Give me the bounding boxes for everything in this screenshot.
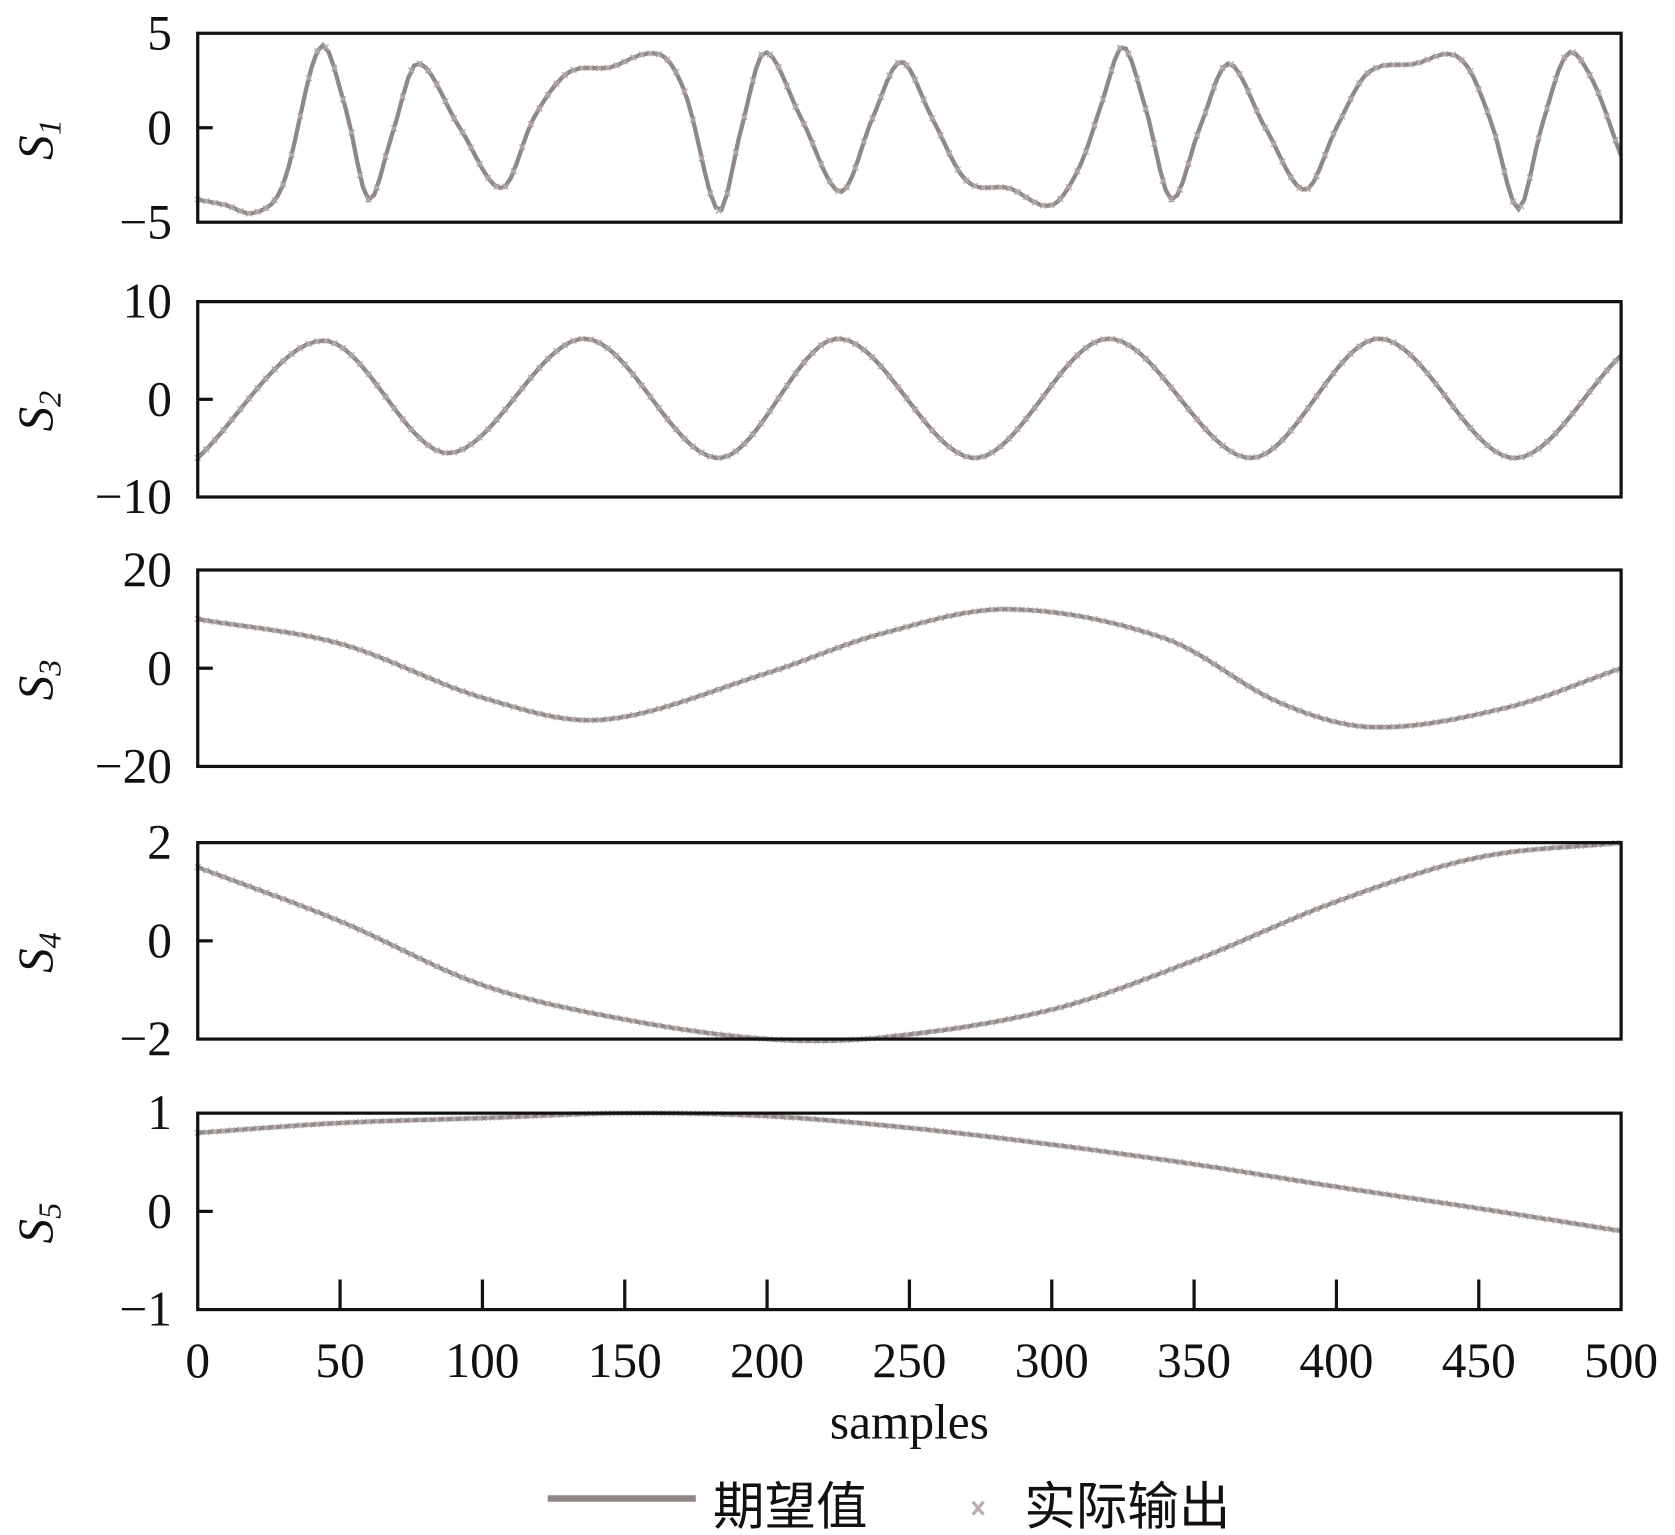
x-tick-label: 200 — [730, 1333, 804, 1388]
x-tick-label: 500 — [1584, 1333, 1658, 1388]
y-axis-label: S1 — [8, 119, 68, 160]
desired-line — [196, 336, 1623, 461]
y-tick-label: −10 — [95, 469, 172, 524]
y-axis-label-subscript: 1 — [31, 119, 67, 135]
y-tick-label: −20 — [95, 739, 172, 794]
y-tick-label: 10 — [123, 274, 172, 329]
y-tick-label: 0 — [147, 640, 172, 695]
y-axis-label-subscript: 5 — [31, 1203, 67, 1219]
x-tick-label: 350 — [1157, 1333, 1231, 1388]
x-tick-label: 0 — [185, 1333, 210, 1388]
y-tick-label: 20 — [123, 542, 172, 597]
legend-x-marker-swatch — [971, 1500, 985, 1516]
y-tick-label: −1 — [119, 1282, 172, 1337]
y-tick-label: 0 — [147, 1183, 172, 1238]
x-tick-label: 50 — [315, 1333, 364, 1388]
x-tick-label: 100 — [445, 1333, 519, 1388]
y-tick-label: −5 — [119, 194, 172, 249]
desired-line — [197, 607, 1622, 730]
legend-label-actual: 实际输出 — [1024, 1477, 1230, 1535]
x-axis-label: samples — [830, 1394, 989, 1449]
y-tick-label: 0 — [147, 371, 172, 426]
legend-label-desired: 期望值 — [713, 1477, 868, 1535]
y-axis-label: S3 — [8, 660, 68, 701]
actual-output-markers — [194, 335, 1619, 462]
y-axis-label-subscript: 3 — [31, 660, 67, 677]
y-tick-label: −2 — [119, 1011, 172, 1066]
y-tick-label: 0 — [147, 100, 172, 155]
y-axis-label: S2 — [8, 391, 68, 432]
y-tick-label: 1 — [147, 1085, 172, 1140]
actual-output-markers — [194, 839, 1619, 1045]
axes-frame — [196, 31, 1623, 224]
y-tick-label: 0 — [147, 913, 172, 968]
y-axis-label: S5 — [8, 1203, 68, 1244]
y-axis-label-subscript: 4 — [31, 932, 67, 948]
axes-frame — [196, 841, 1623, 1041]
panel-1: 5 0 −5 S1 — [8, 5, 1624, 249]
desired-line — [197, 1110, 1622, 1234]
y-axis-label-subscript: 2 — [31, 391, 67, 407]
panel-2: 10 0 −10 S2 — [8, 274, 1623, 524]
y-tick-label: 5 — [147, 5, 172, 60]
y-axis-label: S4 — [8, 932, 68, 973]
x-tick-label: 150 — [588, 1333, 662, 1388]
y-tick-label: 2 — [147, 815, 172, 870]
desired-line — [196, 840, 1622, 1044]
x-tick-label: 250 — [872, 1333, 946, 1388]
legend: 期望值 实际输出 — [547, 1477, 1230, 1535]
x-tick-label: 400 — [1299, 1333, 1373, 1388]
panel-4: 2 0 −2 S4 — [8, 815, 1623, 1066]
panel-5: 1 0 −1 S5 — [8, 1085, 1623, 1337]
actual-output-markers — [194, 43, 1619, 217]
x-tick-label: 300 — [1015, 1333, 1089, 1388]
x-tick-label: 450 — [1442, 1333, 1516, 1388]
panel-3: 20 0 −20 S3 — [8, 542, 1623, 794]
